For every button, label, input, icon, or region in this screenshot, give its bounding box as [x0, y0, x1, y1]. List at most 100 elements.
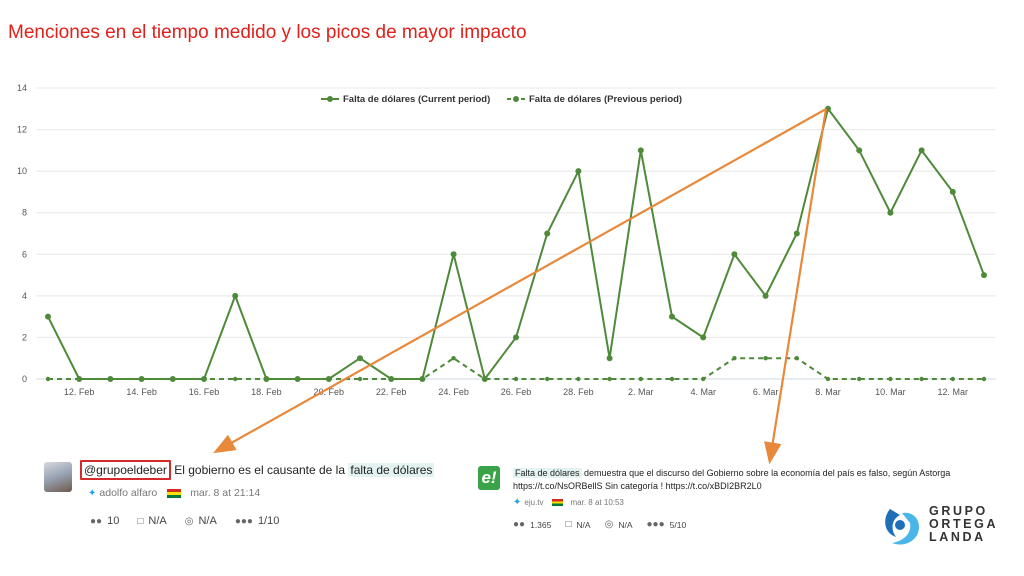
x-tick-label: 6. Mar — [753, 387, 779, 397]
post-date: mar. 8 at 21:14 — [190, 487, 261, 499]
x-axis-labels: 12. Feb 14. Feb 16. Feb 18. Feb 20. Feb 22. F… — [64, 387, 968, 397]
chart-legend: Falta de dólares (Current period) Falta d… — [321, 94, 682, 105]
sentiment-icon: ◎ — [184, 515, 194, 527]
keyword-highlight: Falta de dólares — [513, 468, 582, 478]
y-tick-label: 10 — [17, 166, 27, 176]
previous-point — [669, 376, 675, 382]
twitter-bird-icon: ✦ — [513, 497, 522, 508]
company-logo: GRUPO ORTEGA LANDA — [880, 503, 995, 549]
mentioned-handle[interactable]: @grupoeldeber — [80, 460, 171, 480]
twitter-bird-icon: ✦ — [88, 487, 97, 499]
x-tick-label: 18. Feb — [251, 387, 282, 397]
stat-comments: N/A — [576, 519, 591, 530]
current-point — [700, 334, 707, 341]
x-tick-label: 26. Feb — [501, 387, 532, 397]
comment-icon: □ — [565, 519, 572, 530]
previous-point — [701, 376, 706, 382]
x-tick-label: 14. Feb — [126, 387, 157, 397]
author-name[interactable]: eju.tv — [524, 498, 544, 507]
legend-marker — [327, 96, 333, 102]
previous-point — [45, 376, 51, 382]
current-point — [419, 376, 426, 382]
previous-point — [794, 356, 799, 361]
previous-point — [576, 376, 581, 382]
users-icon: ●● — [90, 515, 103, 527]
current-point — [232, 292, 239, 299]
current-point — [544, 230, 551, 237]
post-body: demuestra que el discurso del Gobierno s… — [581, 468, 951, 478]
previous-point — [513, 376, 519, 382]
previous-point — [233, 376, 238, 382]
current-point — [762, 292, 769, 299]
previous-point — [981, 376, 987, 382]
current-point — [981, 272, 987, 279]
x-tick-label: 28. Feb — [563, 387, 594, 397]
previous-point — [888, 376, 893, 382]
current-point — [669, 313, 675, 320]
post-links[interactable]: https://t.co/NsORBellS Sin categoría ! h… — [513, 481, 762, 491]
eju-logo-icon[interactable]: e! — [478, 466, 500, 490]
legend-current: Falta de dólares (Current period) — [343, 94, 490, 105]
current-point — [731, 251, 738, 258]
users-icon: ●● — [513, 519, 526, 530]
current-point — [637, 147, 644, 154]
legend-previous: Falta de dólares (Previous period) — [529, 94, 682, 105]
stat-reach: 10 — [107, 515, 120, 527]
x-tick-label: 12. Mar — [938, 387, 969, 397]
post-text: Falta de dólares demuestra que el discur… — [513, 468, 950, 478]
previous-point — [950, 376, 955, 382]
x-tick-label: 12. Feb — [64, 387, 95, 397]
current-point — [294, 376, 301, 382]
previous-point — [607, 376, 612, 382]
logo-line-1: GRUPO — [929, 504, 988, 518]
slide-title: Menciones en el tiempo medido y los pico… — [8, 22, 527, 43]
chart-series — [45, 105, 987, 382]
y-tick-label: 4 — [22, 291, 27, 301]
x-tick-label: 4. Mar — [690, 387, 716, 397]
impact-icon: ●●● — [234, 515, 253, 527]
current-point — [949, 188, 956, 195]
stat-sentiment: N/A — [618, 519, 633, 530]
logo-line-2: ORTEGA — [929, 517, 999, 531]
stat-impact: 5/10 — [669, 519, 687, 530]
x-tick-label: 24. Feb — [438, 387, 469, 397]
y-tick-label: 2 — [22, 332, 27, 342]
current-point — [357, 355, 363, 362]
x-tick-label: 2. Mar — [628, 387, 654, 397]
current-point — [263, 376, 270, 382]
x-tick-label: 16. Feb — [189, 387, 220, 397]
bolivia-flag-icon — [551, 499, 563, 506]
logo-mark-icon — [885, 509, 920, 545]
y-tick-label: 8 — [22, 208, 27, 218]
keyword-highlight: falta de dólares — [348, 463, 435, 477]
mentions-line-chart: 0 2 4 6 8 10 12 14 12. Feb 14. Feb 16. Feb 18. Feb… — [17, 83, 996, 397]
current-point — [107, 376, 114, 382]
current-point — [606, 355, 613, 362]
current-point — [481, 376, 488, 382]
post-meta: ✦ eju.tv mar. 8 at 10:53 — [513, 497, 624, 508]
legend-marker — [513, 96, 519, 102]
sentiment-icon: ◎ — [604, 519, 614, 530]
author-avatar[interactable] — [44, 462, 72, 492]
bolivia-flag-icon — [167, 488, 182, 498]
current-point — [325, 376, 332, 382]
post-body: El gobierno es el causante de la — [170, 463, 349, 477]
previous-point — [451, 356, 456, 361]
author-name[interactable]: adolfo alfaro — [99, 487, 158, 499]
comment-icon: □ — [137, 515, 144, 527]
y-tick-label: 12 — [17, 125, 27, 135]
series-previous-line — [48, 357, 984, 380]
post-meta: ✦ adolfo alfaro mar. 8 at 21:14 — [88, 487, 260, 499]
previous-point — [857, 376, 862, 382]
stat-comments: N/A — [148, 515, 167, 527]
current-point — [918, 147, 925, 154]
current-point — [138, 376, 145, 382]
y-tick-label: 14 — [17, 83, 27, 93]
previous-point — [357, 376, 363, 382]
impact-icon: ●●● — [646, 519, 665, 530]
previous-point — [638, 376, 643, 382]
current-point — [793, 230, 800, 237]
current-point — [450, 251, 457, 258]
current-point — [825, 105, 831, 112]
x-tick-label: 8. Mar — [815, 387, 841, 397]
